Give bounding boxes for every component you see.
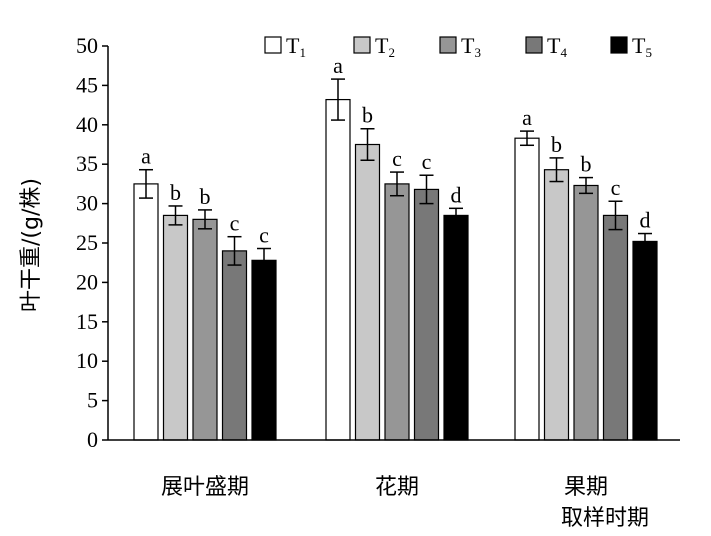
y-tick-label: 5 [87, 388, 98, 413]
bar-t2-1 [354, 143, 381, 441]
legend-swatch-t3 [439, 36, 457, 54]
y-tick-label: 25 [76, 230, 98, 255]
bar-t3-0 [192, 218, 218, 441]
bar-t1-0 [133, 183, 159, 441]
legend-swatch-t5 [610, 36, 628, 54]
y-tick-label: 10 [76, 348, 98, 373]
bar-t5-2 [632, 240, 658, 441]
bar-t5-1 [443, 214, 469, 441]
bar-t2-0 [162, 214, 189, 441]
y-tick-label: 50 [76, 33, 98, 58]
legend-label-t3: T3 [461, 33, 481, 60]
y-tick-label: 35 [76, 151, 98, 176]
bar-t4-2 [602, 214, 629, 441]
x-tick-label: 展叶盛期 [161, 475, 249, 500]
x-tick-label: 果期 [564, 475, 608, 500]
significance-label: b [581, 152, 592, 177]
significance-label: c [230, 211, 240, 236]
bar-t5-0 [251, 259, 277, 441]
y-tick-label: 20 [76, 269, 98, 294]
bar-t4-1 [413, 188, 440, 441]
significance-label: c [392, 146, 402, 171]
significance-label: b [170, 180, 181, 205]
significance-label: a [522, 105, 532, 130]
legend-label-t4: T4 [547, 33, 567, 60]
legend-label-t1: T1 [286, 33, 306, 60]
significance-label: c [611, 175, 621, 200]
y-tick-label: 15 [76, 309, 98, 334]
legend-swatch-t4 [525, 36, 543, 54]
bar-t3-2 [573, 184, 599, 441]
bar-t3-1 [384, 183, 410, 441]
significance-label: b [551, 132, 562, 157]
significance-label: a [333, 53, 343, 78]
significance-label: d [640, 208, 651, 233]
significance-label: d [451, 182, 462, 207]
significance-label: b [200, 184, 211, 209]
bar-t4-0 [221, 250, 248, 441]
legend: T1 T2 T3 T4 T5 [264, 33, 652, 60]
legend-swatch-t2 [353, 36, 371, 54]
significance-label: b [362, 103, 373, 128]
significance-label: c [259, 223, 269, 248]
y-tick-label: 40 [76, 112, 98, 137]
y-tick-label: 45 [76, 72, 98, 97]
y-tick-label: 30 [76, 191, 98, 216]
significance-label: c [422, 149, 432, 174]
x-axis-label: 取样时期 [561, 506, 649, 531]
y-axis-label: 叶干重/(g/株) [19, 178, 44, 312]
legend-label-t5: T5 [632, 33, 652, 60]
significance-label: a [141, 144, 151, 169]
bar-t2-2 [543, 169, 570, 441]
x-tick-label: 花期 [375, 475, 419, 500]
bar-t1-2 [514, 137, 540, 441]
y-axis: 0 5 10 15 20 25 30 35 40 45 50 [76, 33, 109, 452]
bar-t1-1 [325, 98, 351, 441]
legend-label-t2: T2 [375, 33, 395, 60]
x-axis: 展叶盛期 花期 果期 [108, 439, 680, 500]
y-tick-label: 0 [87, 427, 98, 452]
legend-swatch-t1 [264, 36, 282, 54]
